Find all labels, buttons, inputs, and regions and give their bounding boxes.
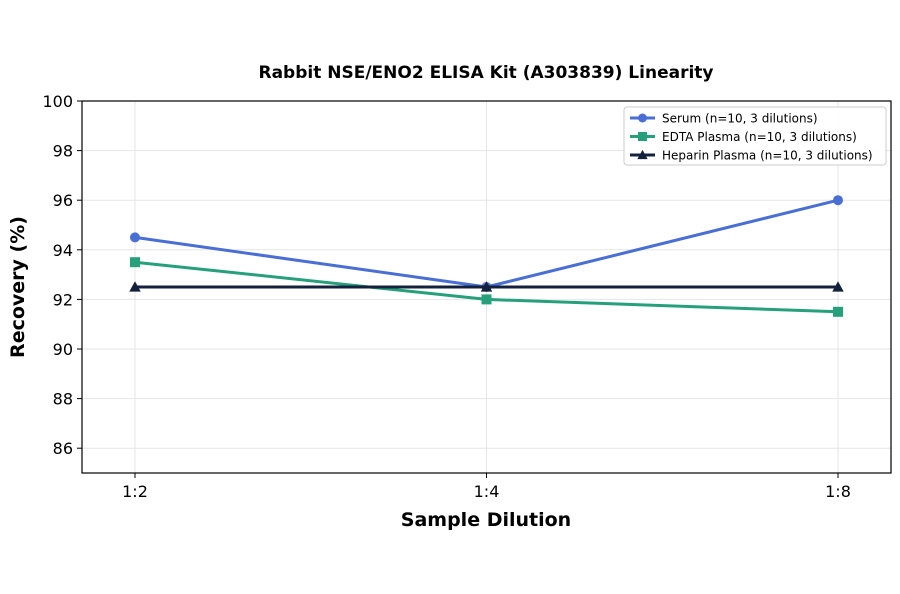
x-tick-label: 1:4	[474, 482, 500, 501]
y-tick-label: 100	[42, 92, 73, 111]
y-tick-label: 90	[53, 340, 73, 359]
data-point	[480, 281, 493, 292]
legend-box	[623, 106, 887, 166]
legend-label: EDTA Plasma (n=10, 3 dilutions)	[662, 130, 857, 144]
legend: Serum (n=10, 3 dilutions) EDTA Plasma (n=…	[623, 106, 887, 166]
legend-label: Serum (n=10, 3 dilutions)	[662, 112, 818, 126]
data-point	[481, 294, 492, 305]
data-point	[130, 257, 140, 268]
x-tick-label: 1:8	[825, 482, 851, 501]
legend-marker	[638, 132, 647, 141]
data-point	[129, 281, 141, 292]
series-triangle	[129, 281, 844, 292]
y-tick-label: 92	[53, 290, 73, 309]
x-axis-label: Sample Dilution	[401, 509, 571, 531]
series-layer	[129, 195, 844, 317]
data-point	[833, 306, 843, 317]
data-point	[130, 232, 140, 243]
y-tick-label: 96	[53, 191, 73, 210]
legend-label: Heparin Plasma (n=10, 3 dilutions)	[662, 149, 873, 163]
y-tick-label: 94	[53, 241, 73, 260]
x-tick-label: 1:2	[122, 482, 148, 501]
y-tick-label: 88	[53, 390, 73, 409]
legend-marker	[637, 149, 648, 160]
legend-item: EDTA Plasma (n=10, 3 dilutions)	[630, 130, 857, 144]
y-tick-label: 98	[53, 142, 73, 161]
data-point	[832, 281, 844, 292]
chart-title: Rabbit NSE/ENO2 ELISA Kit (A303839) Line…	[258, 63, 713, 83]
legend-item: Serum (n=10, 3 dilutions)	[630, 112, 818, 126]
legend-item: Heparin Plasma (n=10, 3 dilutions)	[630, 149, 873, 163]
data-point	[833, 195, 843, 206]
legend-marker	[638, 113, 647, 123]
series-square	[130, 257, 843, 317]
y-axis-label: Recovery (%)	[7, 216, 29, 358]
y-tick-label: 86	[53, 439, 73, 458]
axis-ticks: 86 88 90 92 94 96 98 100 1:2 1:4 1:8	[42, 92, 850, 501]
